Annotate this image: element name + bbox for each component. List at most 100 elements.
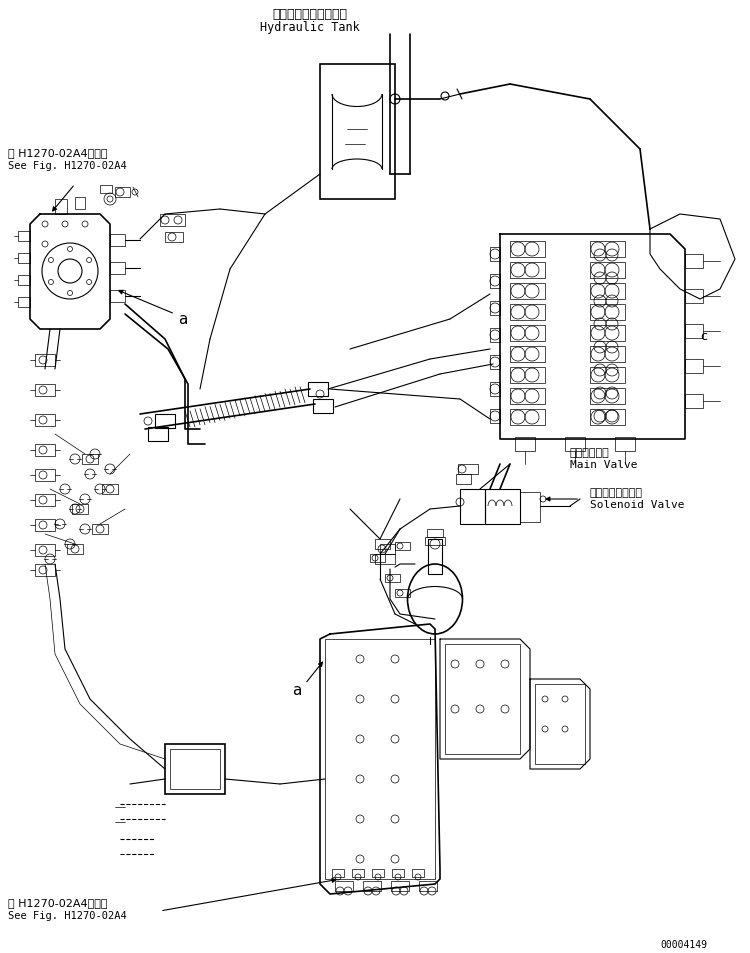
Bar (35, 385, 55, 396)
Bar (460, 490, 485, 524)
Bar (165, 744, 225, 794)
Text: See Fig. H1270-02A4: See Fig. H1270-02A4 (8, 910, 127, 920)
Bar (325, 639, 435, 879)
Bar (685, 395, 703, 409)
Bar (110, 234, 125, 247)
Bar (485, 490, 520, 524)
Bar (590, 305, 625, 320)
Bar (115, 188, 130, 198)
Bar (148, 428, 168, 441)
Bar (392, 869, 404, 877)
Bar (82, 455, 98, 464)
Bar (380, 544, 395, 555)
Bar (155, 415, 175, 429)
Bar (490, 274, 500, 289)
Bar (35, 519, 55, 532)
Bar (490, 302, 500, 315)
Text: ソレノイドバルブ: ソレノイドバルブ (590, 488, 643, 497)
Bar (510, 263, 545, 278)
Text: 第 H1270-02A4図参照: 第 H1270-02A4図参照 (8, 897, 107, 907)
Bar (375, 539, 390, 550)
Bar (165, 233, 183, 243)
Bar (308, 382, 328, 396)
Bar (685, 254, 703, 269)
Bar (456, 475, 471, 484)
Bar (425, 537, 445, 545)
Bar (18, 232, 30, 242)
Bar (110, 291, 125, 303)
Text: ハイドロリックタンク: ハイドロリックタンク (272, 8, 347, 21)
Bar (170, 749, 220, 789)
Bar (35, 415, 55, 427)
Bar (375, 555, 395, 564)
Bar (510, 368, 545, 384)
Bar (535, 684, 585, 764)
Bar (67, 544, 83, 555)
Bar (18, 253, 30, 264)
Text: メインバルブ: メインバルブ (570, 448, 610, 457)
Bar (685, 290, 703, 304)
Bar (445, 644, 520, 754)
Bar (427, 530, 443, 537)
Bar (490, 410, 500, 423)
Bar (590, 284, 625, 299)
Text: c: c (700, 330, 707, 343)
Bar (372, 869, 384, 877)
Bar (395, 542, 410, 551)
Bar (35, 355, 55, 367)
Bar (335, 882, 353, 891)
Bar (458, 464, 478, 475)
Bar (92, 524, 108, 535)
Bar (510, 347, 545, 363)
Bar (510, 389, 545, 405)
Text: a: a (292, 682, 302, 698)
Bar (35, 470, 55, 481)
Bar (590, 242, 625, 257)
Bar (490, 248, 500, 262)
Text: See Fig. H1270-02A4: See Fig. H1270-02A4 (8, 161, 127, 171)
Bar (428, 539, 442, 575)
Bar (35, 564, 55, 577)
Bar (18, 297, 30, 308)
Bar (385, 575, 400, 582)
Bar (363, 882, 381, 891)
Bar (100, 186, 112, 193)
Bar (75, 198, 85, 210)
Text: Main Valve: Main Valve (570, 459, 638, 470)
Bar (590, 410, 625, 426)
Bar (510, 305, 545, 320)
Bar (590, 347, 625, 363)
Bar (510, 284, 545, 299)
Bar (35, 444, 55, 456)
Bar (490, 382, 500, 396)
Bar (35, 544, 55, 557)
Bar (18, 275, 30, 286)
Bar (590, 389, 625, 405)
Bar (685, 325, 703, 338)
Bar (490, 355, 500, 370)
Bar (332, 869, 344, 877)
Bar (160, 214, 185, 227)
Bar (320, 65, 395, 200)
Bar (35, 495, 55, 506)
Bar (685, 359, 703, 374)
Bar (615, 437, 635, 452)
Bar (419, 882, 437, 891)
Bar (55, 200, 67, 214)
Bar (590, 326, 625, 341)
Bar (110, 263, 125, 274)
Bar (370, 555, 385, 562)
Text: Solenoid Valve: Solenoid Valve (590, 499, 685, 510)
Bar (391, 882, 409, 891)
Bar (510, 242, 545, 257)
Bar (412, 869, 424, 877)
Bar (590, 368, 625, 384)
Bar (565, 437, 585, 452)
Bar (102, 484, 118, 495)
Text: a: a (178, 312, 188, 327)
Bar (313, 399, 333, 414)
Text: Hydraulic Tank: Hydraulic Tank (260, 21, 360, 34)
Text: 第 H1270-02A4図参照: 第 H1270-02A4図参照 (8, 148, 107, 158)
Bar (515, 437, 535, 452)
Bar (590, 263, 625, 278)
